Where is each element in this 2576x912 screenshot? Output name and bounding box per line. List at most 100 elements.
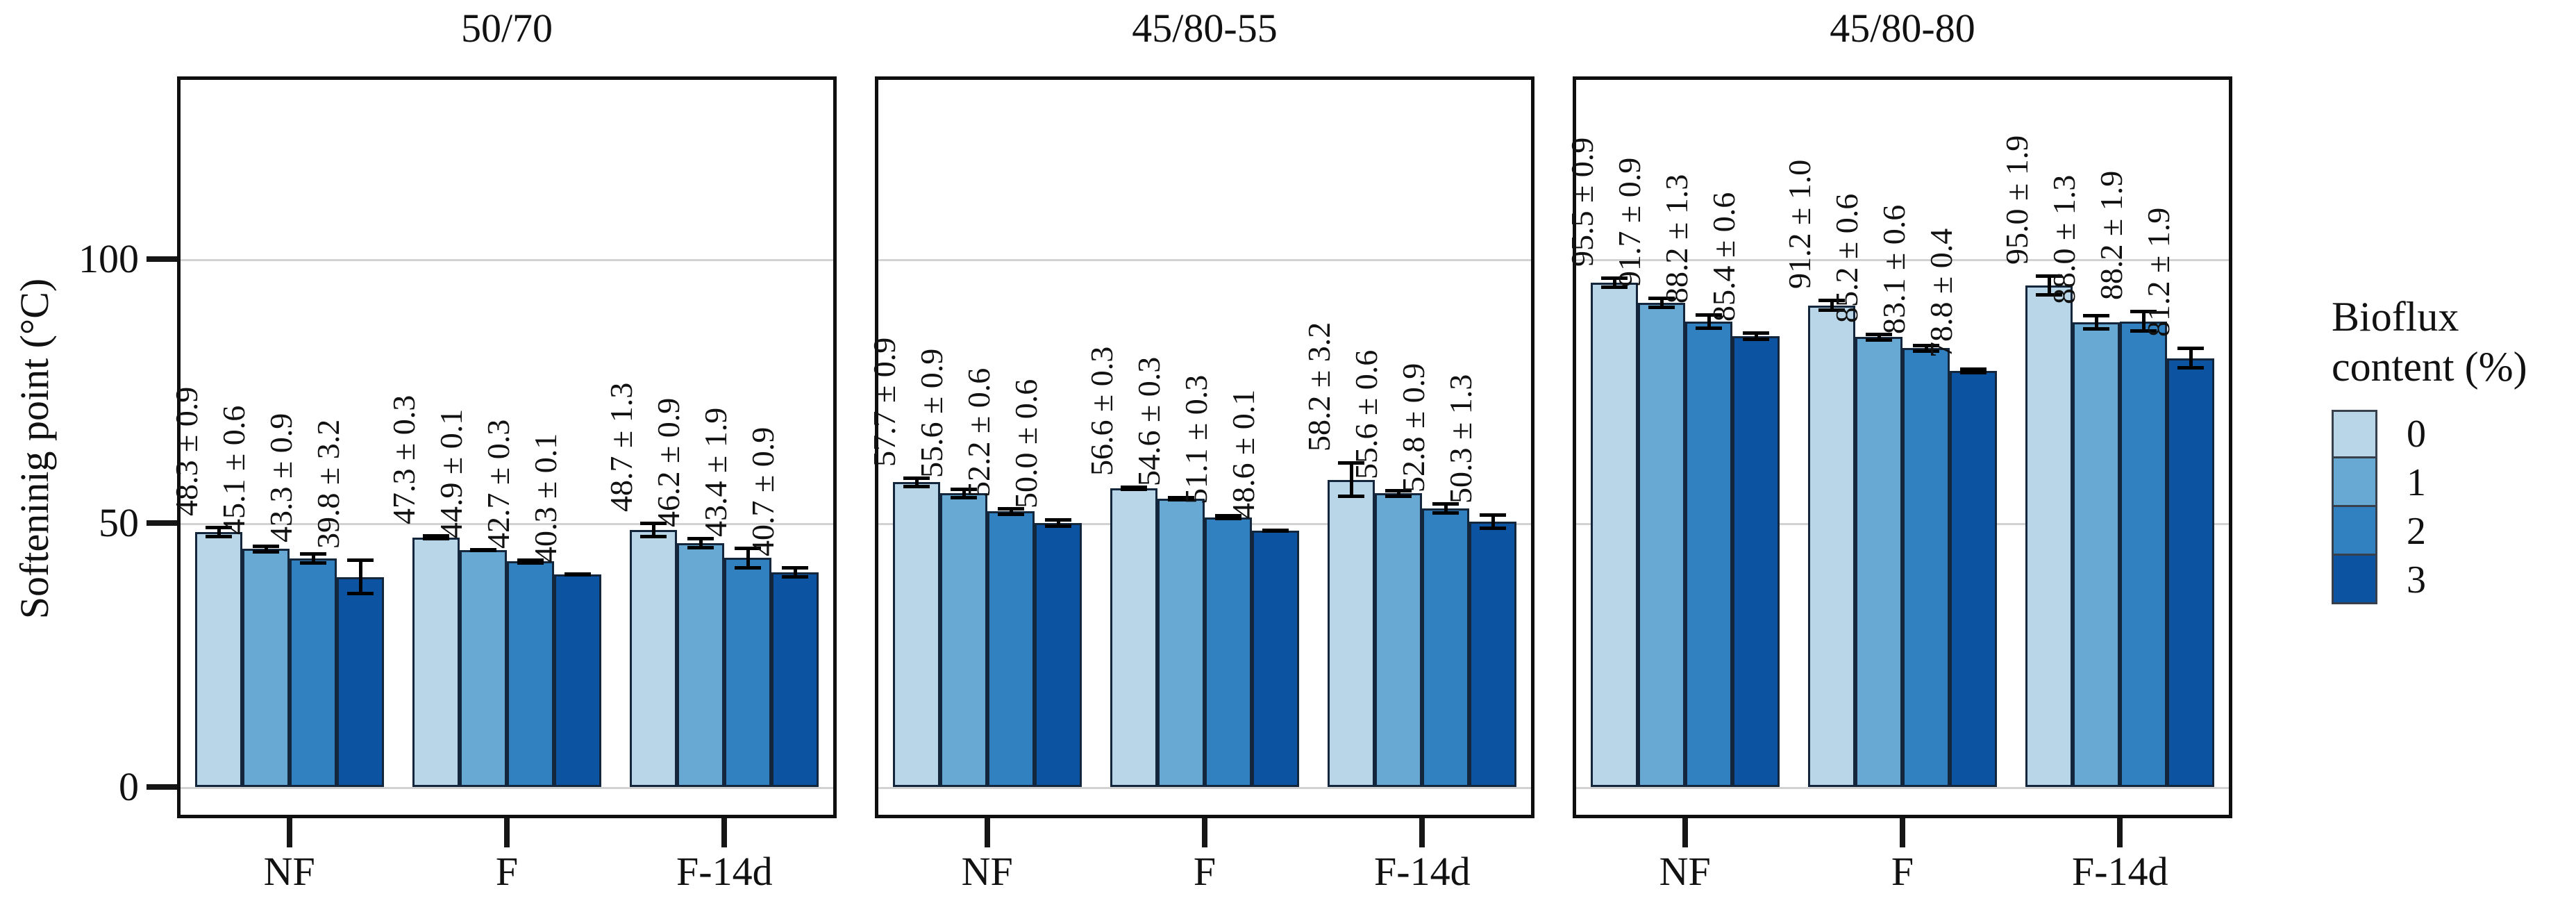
bar-value-label: 52.2 ± 0.6 bbox=[960, 367, 996, 497]
error-bar-whisker bbox=[746, 547, 751, 568]
bar-value-label: 43.3 ± 0.9 bbox=[262, 413, 299, 543]
bar bbox=[939, 493, 987, 787]
error-bar-cap-top bbox=[950, 487, 977, 491]
bar-value-label: 47.3 ± 0.3 bbox=[386, 395, 421, 525]
error-bar-cap-bottom bbox=[1600, 285, 1628, 290]
error-bar-cap-bottom bbox=[1044, 524, 1071, 528]
error-bar-whisker bbox=[1444, 503, 1448, 513]
error-bar-cap-bottom bbox=[1480, 526, 1507, 530]
error-bar-whisker bbox=[1612, 278, 1616, 288]
gridline bbox=[181, 523, 833, 525]
error-bar-cap-top bbox=[1600, 276, 1628, 281]
legend-swatch bbox=[2332, 556, 2377, 604]
error-bar-whisker bbox=[699, 538, 703, 548]
bar-value-label: 88.2 ± 1.9 bbox=[2093, 170, 2130, 301]
bar-value-label: 40.7 ± 0.9 bbox=[745, 426, 781, 556]
x-axis-tick bbox=[504, 818, 510, 847]
bar bbox=[1902, 348, 1950, 787]
error-bar-cap-bottom bbox=[1818, 308, 1845, 313]
error-bar-cap-bottom bbox=[1960, 371, 1987, 375]
gridline bbox=[181, 787, 833, 789]
error-bar-cap-top bbox=[1742, 331, 1769, 335]
bar-value-label: 91.2 ± 1.0 bbox=[1782, 160, 1817, 290]
bar-value-label: 95.5 ± 0.9 bbox=[1564, 138, 1600, 267]
x-axis-tick-label: F bbox=[495, 849, 519, 894]
error-bar-cap-top bbox=[205, 526, 232, 530]
error-bar-cap-top bbox=[252, 544, 279, 548]
legend-item-label: 1 bbox=[2407, 461, 2426, 504]
error-bar-cap-top bbox=[1338, 461, 1365, 465]
x-axis-tick bbox=[1900, 818, 1905, 847]
error-bar-cap-top bbox=[1866, 332, 1892, 336]
x-axis-tick-label: F-14d bbox=[676, 849, 773, 894]
error-bar-cap-bottom bbox=[1385, 495, 1412, 498]
error-bar-cap-bottom bbox=[2036, 293, 2063, 297]
bar-value-label: 44.9 ± 0.1 bbox=[433, 408, 469, 538]
bar bbox=[1950, 371, 1997, 787]
error-bar-cap-top bbox=[2083, 314, 2110, 318]
gridline bbox=[878, 259, 1531, 261]
y-axis-tick-label: 100 bbox=[78, 236, 139, 281]
error-bar-whisker bbox=[1707, 314, 1711, 329]
bar-value-label: 48.7 ± 1.3 bbox=[603, 382, 639, 512]
bar-value-label: 88.2 ± 1.3 bbox=[1658, 174, 1694, 304]
bar bbox=[507, 561, 554, 787]
bar bbox=[987, 511, 1035, 787]
error-bar-whisker bbox=[794, 567, 798, 577]
bar bbox=[2073, 322, 2121, 787]
bar bbox=[1328, 479, 1375, 787]
error-bar-cap-bottom bbox=[1215, 516, 1241, 520]
error-bar-cap-bottom bbox=[1648, 305, 1675, 309]
panel-50-70: 48.3 ± 0.9 45.1 ± 0.6 43.3 ± 0.9 39.8 ± 3.2… bbox=[169, 76, 837, 818]
bar bbox=[630, 529, 678, 787]
bar-value-label: 56.6 ± 0.3 bbox=[1084, 346, 1119, 476]
legend-swatch bbox=[2332, 458, 2377, 507]
error-bar-whisker bbox=[1972, 369, 1975, 374]
error-bar-cap-top bbox=[1168, 495, 1194, 499]
error-bar-cap-top bbox=[299, 552, 326, 556]
bar-value-label: 50.0 ± 0.6 bbox=[1007, 379, 1044, 509]
error-bar-cap-top bbox=[1044, 518, 1071, 522]
bar bbox=[1034, 523, 1082, 787]
y-axis-tick-label: 50 bbox=[99, 500, 139, 545]
error-bar-whisker bbox=[652, 523, 656, 537]
bar bbox=[1157, 499, 1205, 787]
bar-value-label: 48.6 ± 0.1 bbox=[1226, 389, 1261, 519]
error-bar-cap-bottom bbox=[423, 536, 449, 540]
panel-title: 45/80-55 bbox=[1132, 6, 1278, 51]
bar-value-label: 55.6 ± 0.9 bbox=[913, 348, 949, 478]
error-bar-cap-top bbox=[1385, 488, 1412, 492]
bar-value-label: 85.4 ± 0.6 bbox=[1705, 192, 1741, 322]
bar-value-label: 55.6 ± 0.6 bbox=[1348, 349, 1385, 479]
error-bar-cap-bottom bbox=[1742, 337, 1769, 341]
x-axis-tick bbox=[286, 818, 292, 847]
error-bar-whisker bbox=[1659, 298, 1664, 308]
error-bar-whisker bbox=[1009, 508, 1013, 515]
legend-items: 0 1 2 3 bbox=[2332, 410, 2527, 604]
error-bar-whisker bbox=[2095, 315, 2099, 330]
error-bar-cap-bottom bbox=[1913, 349, 1939, 353]
error-bar-cap-bottom bbox=[1121, 488, 1147, 492]
error-bar-cap-top bbox=[782, 565, 809, 570]
error-bar-whisker bbox=[358, 560, 362, 594]
error-bar-whisker bbox=[1925, 345, 1928, 351]
bar bbox=[771, 572, 819, 787]
error-bar-cap-top bbox=[2036, 274, 2063, 278]
x-axis-tick-label: F bbox=[1891, 849, 1914, 894]
error-bar-cap-top bbox=[346, 558, 374, 563]
error-bar-cap-top bbox=[2130, 310, 2157, 314]
bar bbox=[2167, 358, 2215, 787]
error-bar-cap-top bbox=[1913, 343, 1939, 347]
bar bbox=[1637, 303, 1685, 787]
error-bar-cap-top bbox=[2177, 347, 2205, 351]
error-bar-cap-bottom bbox=[782, 574, 809, 579]
error-bar-cap-top bbox=[1818, 299, 1845, 303]
x-axis-tick-label: NF bbox=[961, 849, 1013, 894]
y-axis-tick bbox=[147, 520, 177, 526]
error-bar-cap-bottom bbox=[1262, 529, 1289, 533]
error-bar-cap-bottom bbox=[2130, 329, 2157, 333]
panel-title: 50/70 bbox=[460, 6, 553, 51]
bar bbox=[1732, 335, 1780, 787]
legend-title-line-1: Bioflux bbox=[2332, 294, 2459, 340]
panel-45-80-80: 95.5 ± 0.9 91.7 ± 0.9 88.2 ± 1.3 85.4 ± 0.6… bbox=[1564, 76, 2232, 818]
